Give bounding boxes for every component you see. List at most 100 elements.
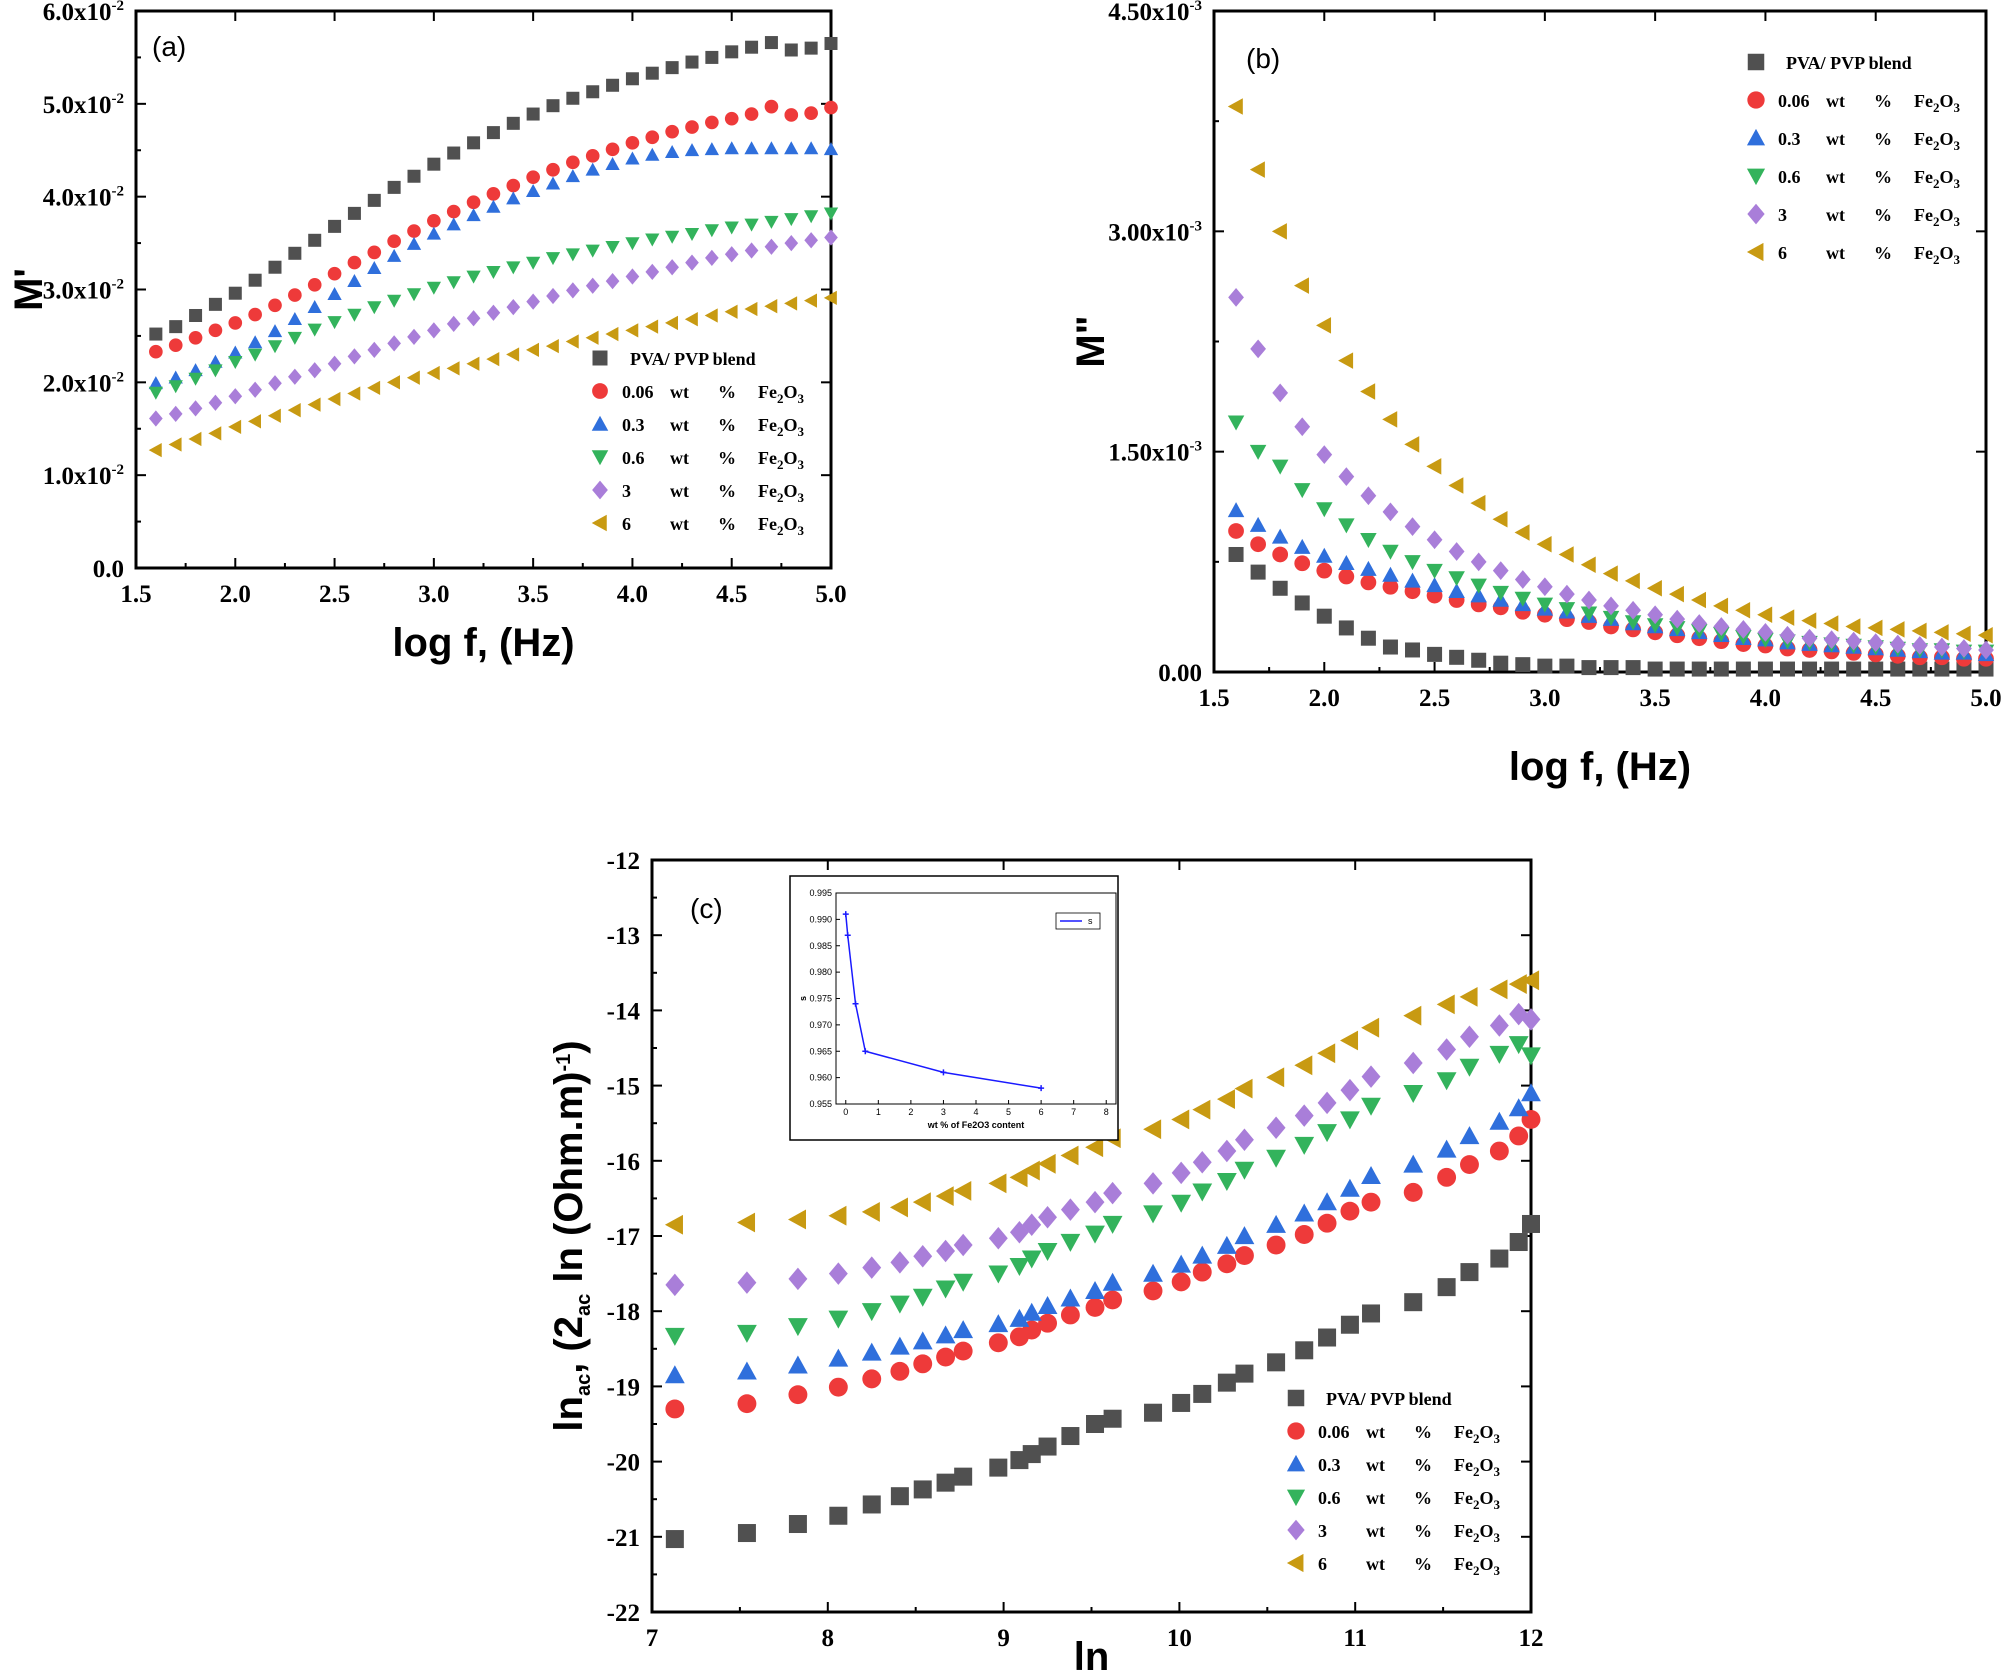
data-point xyxy=(1172,1393,1191,1412)
data-point xyxy=(645,319,659,334)
data-point xyxy=(664,1327,685,1346)
x-tick-label: 1.5 xyxy=(1198,685,1229,712)
inset-x-tick-label: 6 xyxy=(1039,1107,1044,1117)
data-point xyxy=(989,1458,1008,1477)
series-fe2o3-0-6 xyxy=(664,1036,1541,1346)
data-point xyxy=(1845,631,1862,651)
x-tick-label: 3.0 xyxy=(418,581,449,608)
data-point xyxy=(704,142,720,156)
data-point xyxy=(1437,1167,1457,1187)
data-point xyxy=(526,293,540,310)
data-point xyxy=(737,1361,757,1380)
data-point xyxy=(829,1506,848,1525)
data-point xyxy=(1890,661,1906,677)
legend-label: PVA/ PVP blend xyxy=(630,349,756,369)
data-point xyxy=(665,259,679,276)
data-point xyxy=(447,146,461,160)
data-point xyxy=(149,344,163,359)
legend-conc: 3 xyxy=(1318,1521,1327,1541)
data-point xyxy=(645,263,660,280)
data-point xyxy=(1404,572,1421,588)
data-point xyxy=(724,111,739,126)
data-point xyxy=(1521,1047,1541,1066)
data-point xyxy=(1340,1315,1359,1334)
data-point xyxy=(446,361,460,376)
data-point xyxy=(1437,1278,1456,1297)
data-point xyxy=(988,1333,1008,1353)
y-tick-label: -17 xyxy=(607,1224,640,1251)
data-point xyxy=(1846,661,1862,677)
data-point xyxy=(744,141,759,155)
data-point xyxy=(1272,546,1289,563)
panel-label: (c) xyxy=(690,893,723,924)
data-point xyxy=(705,249,719,267)
legend-marker xyxy=(1287,1422,1305,1440)
data-point xyxy=(406,236,422,250)
data-point xyxy=(1271,223,1287,240)
data-point xyxy=(1514,524,1530,541)
data-point xyxy=(1978,640,1994,660)
data-point xyxy=(1867,633,1884,652)
data-point xyxy=(784,141,799,155)
data-point xyxy=(1508,1036,1529,1055)
data-point xyxy=(1509,1233,1528,1252)
legend-marker xyxy=(592,480,608,500)
data-point xyxy=(804,106,818,120)
data-point xyxy=(1216,1235,1237,1254)
data-point xyxy=(685,254,699,271)
data-point xyxy=(386,248,402,262)
data-point xyxy=(268,375,282,392)
data-point xyxy=(912,1288,933,1307)
data-point xyxy=(1085,1137,1104,1158)
data-point xyxy=(1522,1214,1540,1233)
data-point xyxy=(665,1273,685,1297)
data-point xyxy=(705,50,719,64)
data-point xyxy=(1521,1008,1541,1031)
data-point xyxy=(625,151,640,165)
x-tick-label: 2.5 xyxy=(319,581,350,608)
data-point xyxy=(664,1214,683,1235)
legend-pct: % xyxy=(1874,91,1892,111)
data-point xyxy=(288,288,302,302)
legend-unit: wt xyxy=(1826,129,1845,149)
data-point xyxy=(862,1495,881,1514)
data-point xyxy=(1802,661,1818,677)
data-point xyxy=(1493,655,1509,671)
data-point xyxy=(307,323,322,337)
data-point xyxy=(605,240,620,254)
data-point xyxy=(168,380,183,394)
y-tick-label: 3.00x10-3 xyxy=(1108,218,1202,246)
data-point xyxy=(1509,1126,1529,1146)
data-point xyxy=(1470,494,1486,512)
data-point xyxy=(953,1341,973,1361)
legend-formula: Fe2O3 xyxy=(758,514,805,538)
data-point xyxy=(1317,1213,1337,1233)
data-point xyxy=(248,273,262,287)
data-point xyxy=(1360,383,1376,400)
data-point xyxy=(1340,1078,1360,1102)
data-point xyxy=(1171,1194,1192,1213)
data-point xyxy=(565,248,581,262)
data-point xyxy=(1316,502,1333,518)
data-point xyxy=(764,99,779,114)
inset-y-tick-label: 0.965 xyxy=(809,1046,832,1056)
data-point xyxy=(862,1369,882,1389)
legend-unit: wt xyxy=(670,448,689,468)
data-point xyxy=(367,193,381,207)
data-point xyxy=(1193,1384,1212,1403)
data-point xyxy=(953,1180,972,1201)
data-point xyxy=(1580,556,1596,574)
legend-marker xyxy=(1747,203,1765,225)
data-point xyxy=(585,277,600,294)
data-point xyxy=(367,380,381,396)
inset-x-tick-label: 7 xyxy=(1071,1107,1076,1117)
data-point xyxy=(1103,1409,1122,1428)
data-point xyxy=(466,195,481,210)
data-point xyxy=(1470,552,1487,572)
legend-conc: 0.6 xyxy=(622,448,645,468)
x-tick-label: 4.5 xyxy=(1860,685,1891,712)
data-point xyxy=(625,323,639,338)
data-point xyxy=(466,270,481,284)
x-tick-label: 2.5 xyxy=(1419,685,1450,712)
data-point xyxy=(645,147,660,161)
